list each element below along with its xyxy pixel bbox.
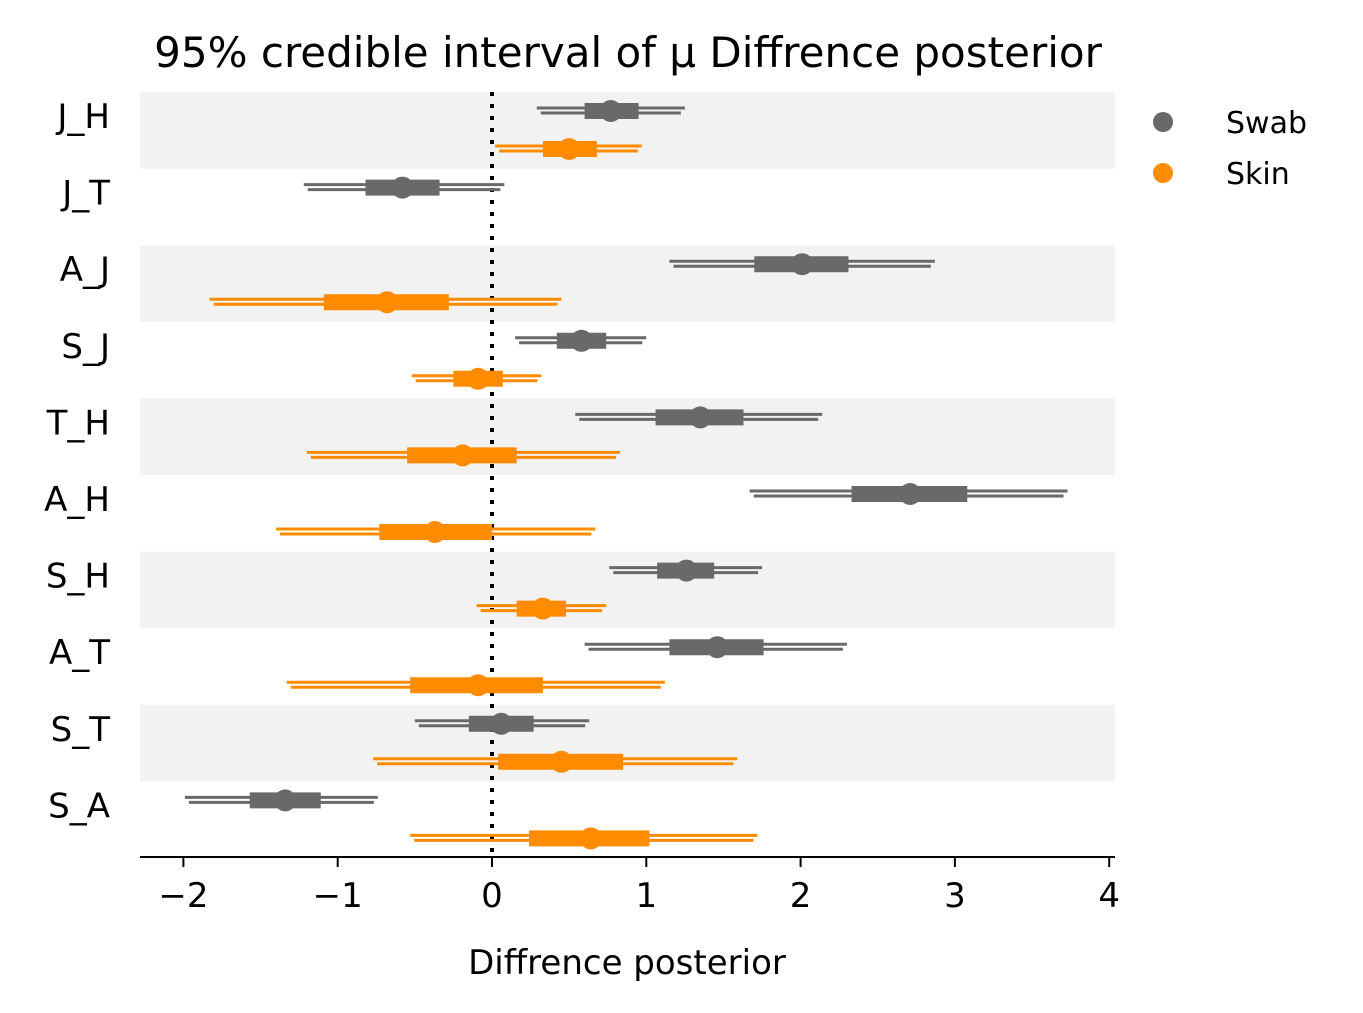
mean-point xyxy=(675,559,698,582)
legend-marker-swab xyxy=(1153,112,1173,132)
interval-marks xyxy=(184,100,1068,850)
legend-marker-skin xyxy=(1153,163,1173,183)
y-tick-label: J_T xyxy=(60,174,110,214)
mean-point xyxy=(531,597,554,620)
mean-point xyxy=(558,138,581,160)
mean-point xyxy=(490,712,513,735)
mean-point xyxy=(376,291,399,314)
y-tick-label: A_H xyxy=(44,480,110,520)
x-tick-label: 4 xyxy=(1098,876,1120,916)
legend-label-swab: Swab xyxy=(1226,106,1307,141)
x-tick-label: 1 xyxy=(635,876,657,916)
mean-point xyxy=(689,406,712,429)
x-tick-label: 2 xyxy=(790,876,812,916)
y-tick-label: S_H xyxy=(46,557,110,597)
y-tick-label: T_H xyxy=(46,403,110,443)
mean-point xyxy=(550,750,573,773)
legend: Swab Skin xyxy=(1153,106,1307,192)
y-tick-labels: J_H J_T A_J S_J T_H A_H S_H A_T S_T S_A xyxy=(44,97,110,826)
x-tick-label: −2 xyxy=(158,876,208,916)
row-band xyxy=(140,475,1115,552)
mean-point xyxy=(467,367,490,390)
y-tick-label: S_T xyxy=(51,710,111,750)
mean-point xyxy=(391,176,414,199)
legend-label-skin: Skin xyxy=(1226,157,1290,192)
x-axis-label: Diffrence posterior xyxy=(468,943,786,983)
x-axis: −2 −1 0 1 2 3 4 xyxy=(140,856,1120,916)
y-tick-label: S_A xyxy=(48,786,110,826)
mean-point xyxy=(467,674,490,697)
row-band xyxy=(140,245,1115,322)
row-band xyxy=(140,704,1115,782)
mean-point xyxy=(423,521,446,543)
row-band xyxy=(140,398,1115,475)
chart-title: 95% credible interval of μ Diffrence pos… xyxy=(154,28,1102,77)
row-band xyxy=(140,321,1115,399)
mean-point xyxy=(579,827,602,850)
row-bands xyxy=(140,92,1115,858)
y-tick-label: J_H xyxy=(55,97,110,137)
mean-point xyxy=(899,483,922,505)
mean-point xyxy=(706,636,729,659)
mean-point xyxy=(791,253,814,276)
row-band xyxy=(140,168,1115,246)
mean-point xyxy=(570,329,593,352)
mean-point xyxy=(274,789,297,812)
y-tick-label: S_J xyxy=(61,327,110,367)
x-tick-label: 3 xyxy=(944,876,966,916)
mean-point xyxy=(599,100,622,122)
y-tick-label: A_J xyxy=(60,250,110,290)
row-band xyxy=(140,628,1115,705)
row-band xyxy=(140,551,1115,629)
x-tick-label: 0 xyxy=(481,876,503,916)
mean-point xyxy=(451,444,474,467)
y-tick-label: A_T xyxy=(49,633,110,673)
x-tick-label: −1 xyxy=(313,876,363,916)
